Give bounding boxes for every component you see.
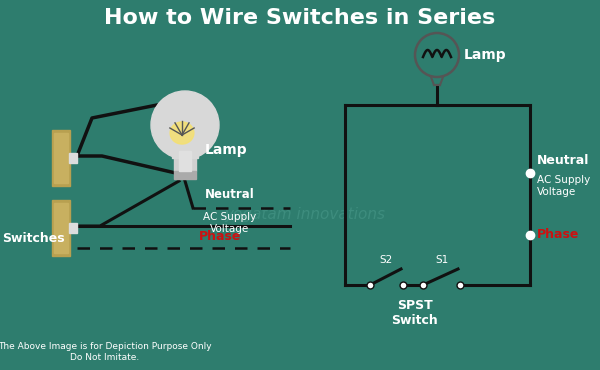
Bar [174,151,196,171]
Bar [69,223,77,233]
Text: SPST
Switch: SPST Switch [392,299,439,327]
Bar [54,133,68,183]
Bar [179,151,191,171]
Text: Lamp: Lamp [464,48,506,62]
Text: AC Supply
Voltage: AC Supply Voltage [537,175,590,197]
Circle shape [151,91,219,159]
Text: The Above Image is for Depiction Purpose Only
Do Not Imitate.: The Above Image is for Depiction Purpose… [0,342,212,362]
Text: Neutral: Neutral [205,188,255,201]
Bar [52,200,70,256]
Bar [174,171,196,179]
Text: Phase: Phase [537,228,580,241]
Bar [52,130,70,186]
Ellipse shape [170,122,194,144]
Text: S2: S2 [380,255,393,265]
Bar [54,203,68,253]
Text: S1: S1 [435,255,448,265]
Text: Switches: Switches [2,232,65,245]
Text: yogatam innovations: yogatam innovations [224,208,386,222]
Text: AC Supply
Voltage: AC Supply Voltage [203,212,257,233]
Text: Phase: Phase [199,230,241,243]
Bar [69,153,77,163]
Bar [172,146,198,158]
Text: Neutral: Neutral [537,154,589,167]
Text: Lamp: Lamp [205,143,248,157]
Text: How to Wire Switches in Series: How to Wire Switches in Series [104,8,496,28]
